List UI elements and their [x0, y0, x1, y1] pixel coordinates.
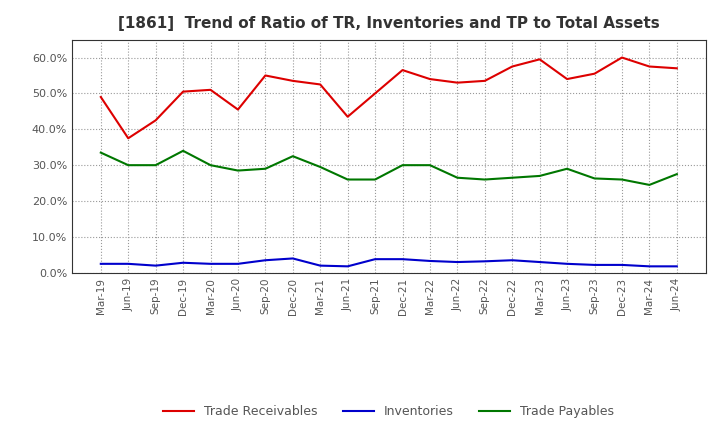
Trade Payables: [618, 177, 626, 182]
Inventories: [672, 264, 681, 269]
Trade Receivables: [316, 82, 325, 87]
Trade Receivables: [590, 71, 599, 76]
Trade Payables: [480, 177, 489, 182]
Trade Receivables: [536, 57, 544, 62]
Trade Payables: [96, 150, 105, 155]
Inventories: [508, 257, 516, 263]
Trade Payables: [590, 176, 599, 181]
Inventories: [618, 262, 626, 268]
Trade Receivables: [398, 67, 407, 73]
Trade Receivables: [261, 73, 270, 78]
Trade Payables: [316, 164, 325, 169]
Trade Payables: [371, 177, 379, 182]
Trade Receivables: [508, 64, 516, 69]
Line: Trade Payables: Trade Payables: [101, 151, 677, 185]
Inventories: [261, 257, 270, 263]
Trade Receivables: [151, 117, 160, 123]
Trade Receivables: [371, 91, 379, 96]
Trade Receivables: [206, 87, 215, 92]
Trade Payables: [536, 173, 544, 179]
Legend: Trade Receivables, Inventories, Trade Payables: Trade Receivables, Inventories, Trade Pa…: [158, 400, 619, 423]
Trade Receivables: [672, 66, 681, 71]
Line: Trade Receivables: Trade Receivables: [101, 58, 677, 138]
Trade Receivables: [179, 89, 187, 94]
Trade Payables: [398, 162, 407, 168]
Trade Receivables: [289, 78, 297, 84]
Inventories: [590, 262, 599, 268]
Trade Payables: [179, 148, 187, 154]
Trade Payables: [563, 166, 572, 172]
Inventories: [645, 264, 654, 269]
Trade Receivables: [124, 136, 132, 141]
Trade Receivables: [96, 94, 105, 99]
Trade Receivables: [618, 55, 626, 60]
Inventories: [151, 263, 160, 268]
Trade Receivables: [645, 64, 654, 69]
Inventories: [289, 256, 297, 261]
Title: [1861]  Trend of Ratio of TR, Inventories and TP to Total Assets: [1861] Trend of Ratio of TR, Inventories…: [118, 16, 660, 32]
Trade Payables: [426, 162, 434, 168]
Trade Payables: [453, 175, 462, 180]
Trade Payables: [206, 162, 215, 168]
Inventories: [398, 257, 407, 262]
Trade Payables: [151, 162, 160, 168]
Inventories: [343, 264, 352, 269]
Trade Payables: [124, 162, 132, 168]
Trade Payables: [343, 177, 352, 182]
Inventories: [371, 257, 379, 262]
Inventories: [563, 261, 572, 267]
Inventories: [536, 260, 544, 265]
Trade Payables: [672, 172, 681, 177]
Inventories: [480, 259, 489, 264]
Trade Payables: [289, 154, 297, 159]
Inventories: [233, 261, 242, 267]
Inventories: [96, 261, 105, 267]
Inventories: [316, 263, 325, 268]
Inventories: [206, 261, 215, 267]
Inventories: [453, 260, 462, 265]
Trade Receivables: [453, 80, 462, 85]
Trade Payables: [645, 182, 654, 187]
Trade Payables: [261, 166, 270, 172]
Trade Receivables: [343, 114, 352, 119]
Trade Receivables: [480, 78, 489, 84]
Trade Receivables: [563, 77, 572, 82]
Trade Payables: [508, 175, 516, 180]
Trade Receivables: [426, 77, 434, 82]
Trade Receivables: [233, 107, 242, 112]
Line: Inventories: Inventories: [101, 258, 677, 266]
Inventories: [124, 261, 132, 267]
Trade Payables: [233, 168, 242, 173]
Inventories: [179, 260, 187, 265]
Inventories: [426, 258, 434, 264]
